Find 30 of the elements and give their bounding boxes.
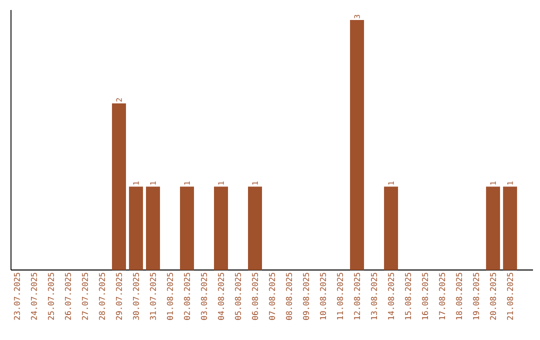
x-tick-label: 02.08.2025 — [184, 272, 190, 320]
x-tick-label: 15.08.2025 — [405, 272, 412, 320]
x-tick-label: 12.08.2025 — [354, 272, 360, 320]
x-tick-label: 08.08.2025 — [286, 272, 292, 320]
x-tick-label: 26.07.2025 — [64, 272, 71, 320]
x-tick-label: 24.07.2025 — [30, 272, 37, 320]
x-tick-label: 14.08.2025 — [388, 272, 394, 320]
x-tick-label: 20.08.2025 — [490, 272, 496, 320]
x-tick-label: 23.07.2025 — [14, 272, 20, 320]
x-tick-label: 06.08.2025 — [252, 272, 258, 320]
x-tick-label: 27.07.2025 — [82, 272, 88, 320]
x-tick-label: 28.07.2025 — [98, 272, 105, 320]
x-tick-label: 21.08.2025 — [507, 272, 514, 320]
x-tick-label: 03.08.2025 — [200, 272, 208, 320]
x-tick-label: 29.07.2025 — [116, 272, 122, 320]
x-tick-label: 30.07.2025 — [132, 272, 139, 320]
x-tick-label: 19.08.2025 — [473, 272, 480, 320]
x-tick-label: 17.08.2025 — [439, 272, 446, 320]
x-tick-label: 07.08.2025 — [268, 272, 276, 320]
x-tick-label: 11.08.2025 — [336, 272, 344, 320]
x-tick-label: 13.08.2025 — [370, 272, 378, 320]
x-tick-label: 05.08.2025 — [234, 272, 242, 320]
x-tick-label: 09.08.2025 — [302, 272, 310, 320]
x-tick-label: 01.08.2025 — [166, 272, 174, 320]
x-tick-label: 04.08.2025 — [218, 272, 224, 320]
x-tick-label: 16.08.2025 — [422, 272, 428, 320]
x-tick-label: 31.07.2025 — [150, 272, 156, 320]
x-tick-label: 25.07.2025 — [48, 272, 54, 320]
x-tick-label: 10.08.2025 — [320, 272, 326, 320]
x-tick-label: 18.08.2025 — [456, 272, 462, 320]
